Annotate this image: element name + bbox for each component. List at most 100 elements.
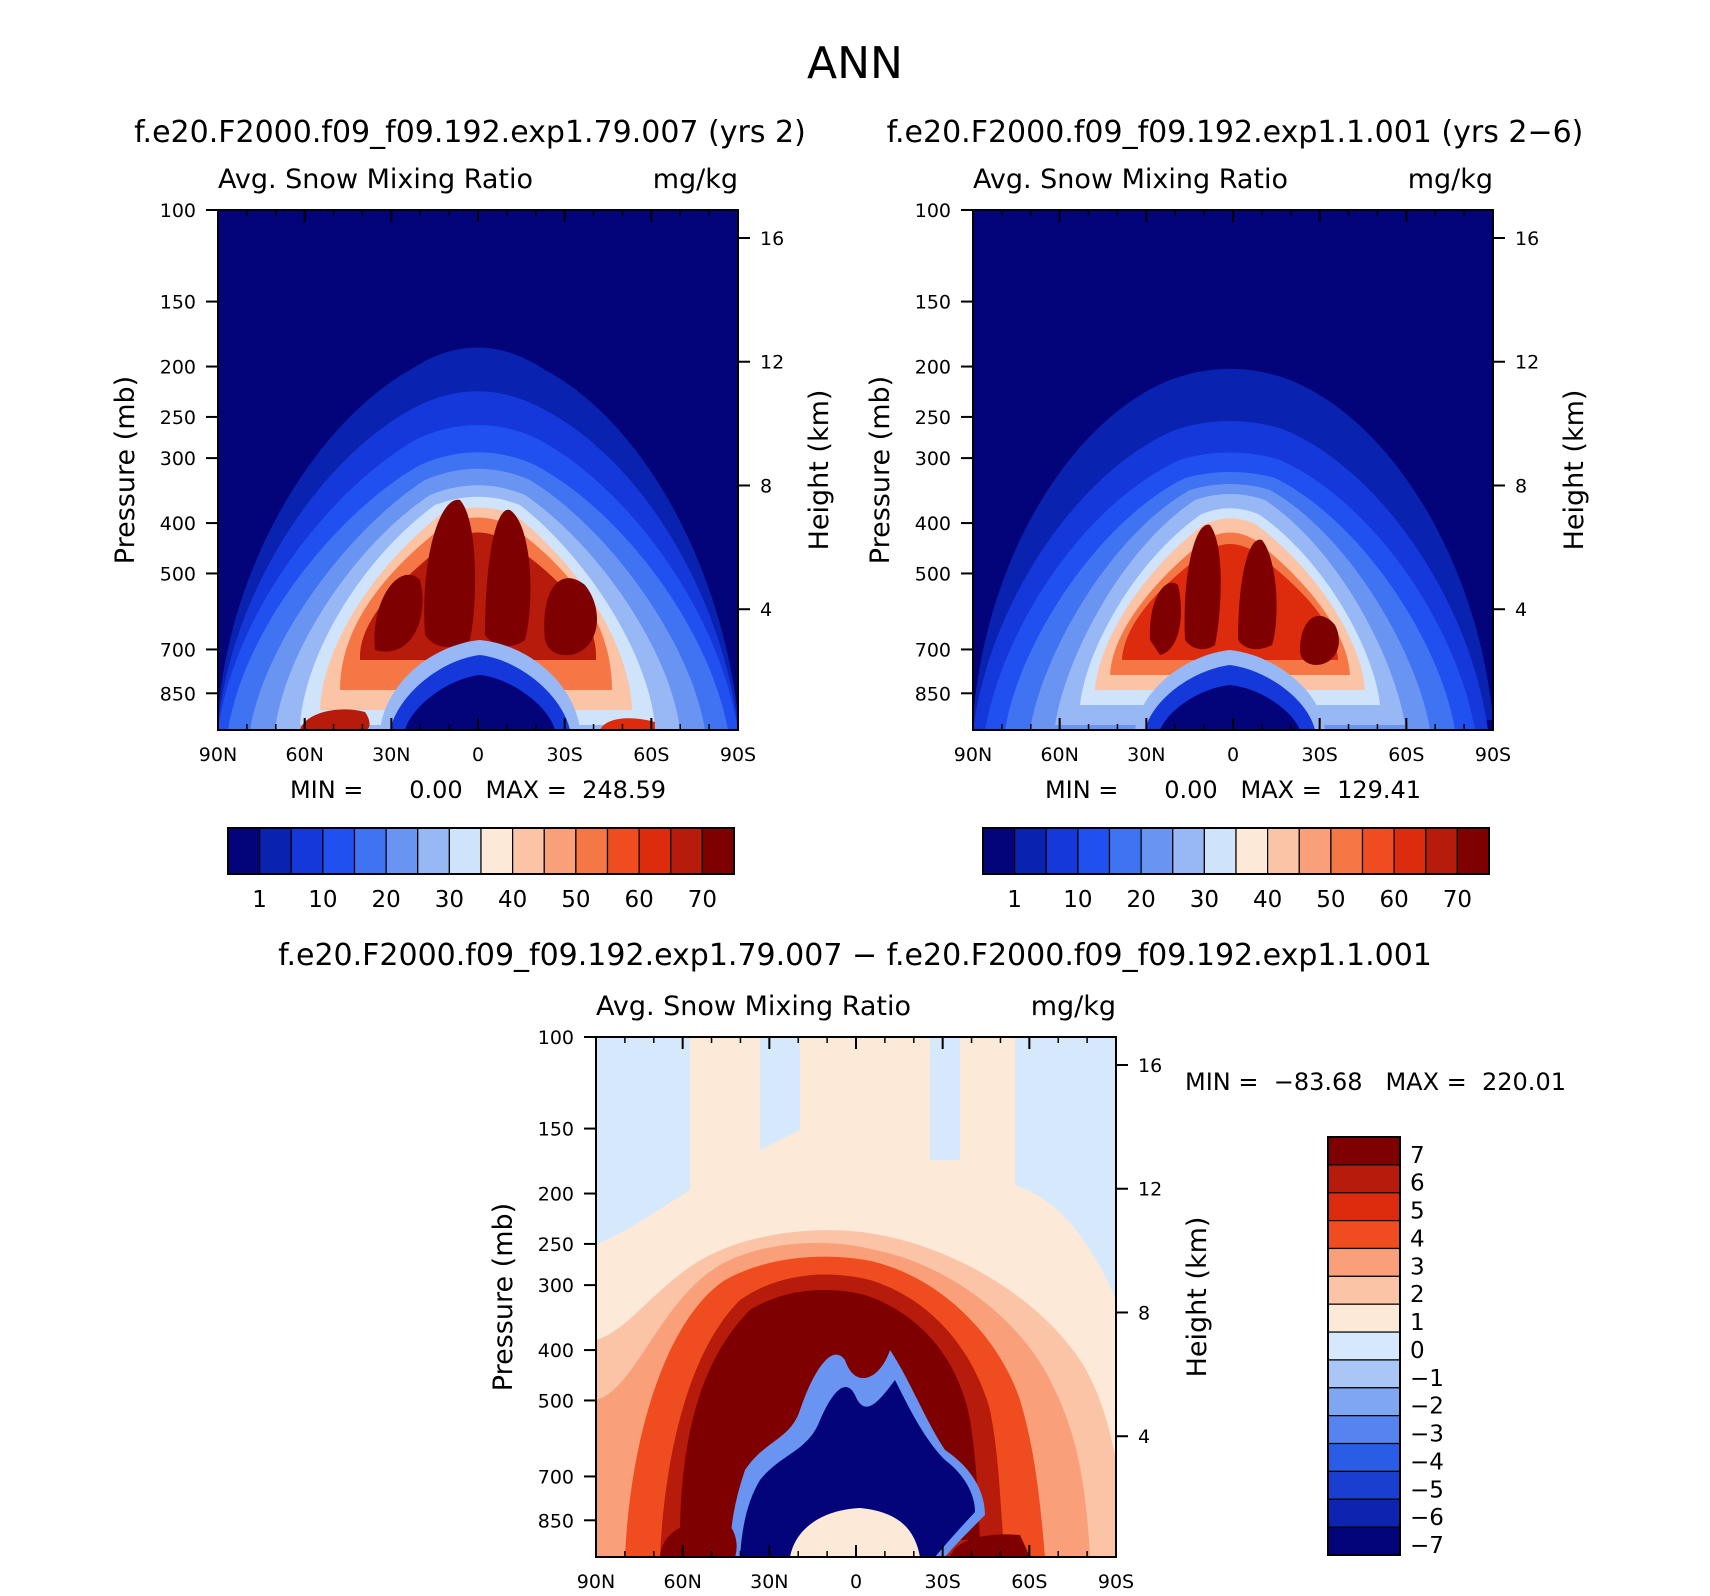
diff-title: f.e20.F2000.f09_f09.192.exp1.79.007 − f.… [278,938,1432,973]
panel-diff-colorbar-label: 3 [1410,1254,1425,1280]
panel-b-colorbar-label: 60 [1379,887,1408,913]
panel-diff-colorbar-label: −5 [1410,1477,1444,1503]
panel-b-xtick-label: 60S [1388,744,1424,766]
panel-diff-colorbar-swatch [1327,1387,1401,1417]
panel-b-ytick-label: 300 [915,448,951,470]
panel-a-ytick-label: 150 [160,292,196,314]
panel-diff-y2-axis-title: Height (km) [1182,1217,1213,1378]
panel-b-colorbar-label: 20 [1126,887,1155,913]
panel-diff-colorbar-label: −4 [1410,1449,1444,1475]
panel-a-xtick-label: 60N [285,744,323,766]
panel-a-max-core-1 [374,574,423,652]
panel-diff-colorbar-swatch [1327,1136,1401,1166]
panel-diff-colorbar-swatch [1327,1442,1401,1472]
panel-a-contour-70 [359,532,597,660]
panel-diff-xtick-label: 90N [577,1571,615,1593]
panel-a-y2tick-label: 8 [760,475,772,497]
panel-a-colorbar-swatch [512,827,545,875]
panel-a-y-axis-title: Pressure (mb) [110,376,141,564]
panel-b-y-axis-title: Pressure (mb) [865,376,896,564]
panel-diff-colorbar-swatch [1327,1470,1401,1500]
panel-b-colorbar-swatch [1267,827,1300,875]
panel-diff-colorbar-label: 6 [1410,1171,1425,1197]
panel-diff-colorbar-label: 0 [1410,1338,1425,1364]
panel-diff-ytick-label: 250 [538,1234,574,1256]
panel-diff-units-label: mg/kg [1031,991,1116,1022]
panel-b-colorbar-swatch [1108,827,1142,875]
panel-a-colorbar-label: 10 [308,887,337,913]
panel-diff-xtick-label: 30N [750,1571,788,1593]
panel-diff-xtick-label: 30S [925,1571,961,1593]
panel-a-y2-axis-title: Height (km) [804,390,835,551]
panel-b-xtick-label: 30S [1302,744,1338,766]
panel-diff-ytick-label: 400 [538,1340,574,1362]
panel-diff-colorbar-label: 4 [1410,1226,1425,1252]
panel-a-ytick-label: 400 [160,513,196,535]
panel-b-ytick-label: 400 [915,513,951,535]
panel-b-max-core-2 [1184,524,1221,650]
panel-diff-colorbar-swatch [1327,1275,1401,1305]
panel-diff-y2tick-label: 16 [1138,1055,1162,1077]
panel-a-colorbar-swatch [606,827,640,875]
panel-b: Avg. Snow Mixing Ratio mg/kg 90N 60N 30N 0 3… [865,164,1590,913]
panel-diff-colorbar-label: 5 [1410,1199,1425,1225]
panel-diff-colorbar-swatch [1327,1526,1401,1556]
panel-a-max-core-3 [485,509,531,647]
panel-a-ytick-label: 200 [160,357,196,379]
panel-b-y2-axis-title: Height (km) [1559,390,1590,551]
panel-diff-colorbar-swatch [1327,1164,1401,1194]
panel-diff-colorbar-swatch [1327,1359,1401,1389]
panel-diff-colorbar-label: −1 [1410,1366,1444,1392]
panel-b-colorbar-swatch [1203,827,1237,875]
panel-b-colorbar-swatch [1393,827,1427,875]
panel-b-colorbar-label: 30 [1190,887,1219,913]
panel-b-field [973,210,1493,730]
panel-diff-colorbar-label: −6 [1410,1505,1444,1531]
panel-diff-colorbar-label: 1 [1410,1310,1425,1336]
panel-a-ytick-label: 100 [160,200,196,222]
panel-diff-colorbar-swatch [1327,1303,1401,1333]
panel-diff: Avg. Snow Mixing Ratio mg/kg 90N 60N 30N 0 3… [488,991,1566,1593]
panel-a-xtick-label: 30N [372,744,410,766]
panel-a-field [218,210,738,730]
panel-b-y2tick-label: 12 [1515,352,1539,374]
panel-b-ytick-label: 850 [915,683,951,705]
panel-a-max-core-4 [544,578,597,656]
panel-diff-colorbar-swatch [1327,1219,1401,1250]
panel-b-variable-label: Avg. Snow Mixing Ratio [973,164,1288,195]
panel-a-colorbar-swatch [259,827,292,875]
panel-diff-y2tick-label: 8 [1138,1302,1150,1324]
panel-diff-sfc-warm-left [660,1519,737,1557]
panel-a-colorbar-swatch [290,827,324,875]
panel-b-max-core-1 [1149,582,1181,655]
panel-diff-ytick-label: 500 [538,1390,574,1412]
panel-a-colorbar-label: 1 [252,887,267,913]
panel-b-ytick-label: 250 [915,407,951,429]
panel-diff-colorbar-swatch [1327,1498,1401,1528]
panel-b-colorbar-swatch [1361,827,1395,875]
panel-diff-minmax: MIN = −83.68 MAX = 220.01 [1185,1068,1566,1096]
panel-a-ytick-label: 700 [160,639,196,661]
panel-a-colorbar-frame [227,827,735,875]
panel-a-run-title: f.e20.F2000.f09_f09.192.exp1.79.007 (yrs… [134,115,806,150]
panel-b-colorbar-swatch [1045,827,1079,875]
panel-a-colorbar-label: 20 [371,887,400,913]
panel-b-colorbar-label: 10 [1063,887,1092,913]
panel-b-inner-low-core [1160,685,1300,730]
panel-a-ytick-label: 250 [160,407,196,429]
panel-a-sfc-warm-right [600,718,655,730]
panel-b-colorbar-swatch [1140,827,1174,875]
panel-b-y2tick-label: 16 [1515,228,1539,250]
panel-diff-colorbar-label: 2 [1410,1282,1425,1308]
panel-a: Avg. Snow Mixing Ratio mg/kg 90N 60N 30 [110,164,835,913]
panel-b-max-core-4 [1300,615,1339,665]
panel-a-variable-label: Avg. Snow Mixing Ratio [218,164,533,195]
panel-b-max-core-3 [1238,539,1277,650]
panel-diff-ytick-label: 700 [538,1466,574,1488]
panel-b-minmax: MIN = 0.00 MAX = 129.41 [1045,776,1421,804]
panel-diff-colorbar-label: −2 [1410,1394,1444,1420]
panel-a-colorbar-swatch [575,827,609,875]
panel-diff-colorbar-swatch [1327,1247,1401,1277]
panel-diff-y2tick-label: 12 [1138,1179,1162,1201]
